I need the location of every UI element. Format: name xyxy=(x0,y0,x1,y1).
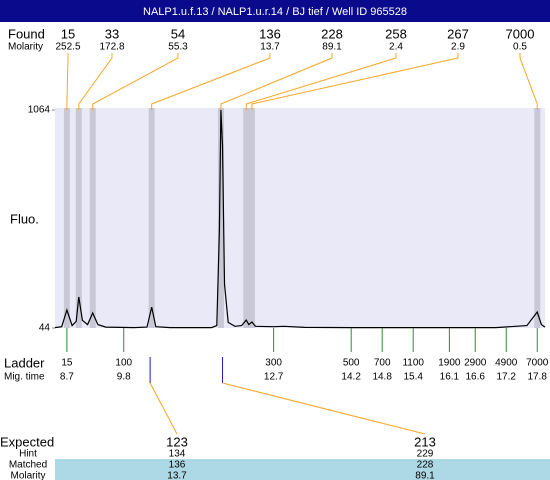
found-molarity: 2.4 xyxy=(389,42,403,53)
ladder-time: 8.7 xyxy=(60,372,74,383)
ladder-time: 9.8 xyxy=(117,372,131,383)
ladder-size: 100 xyxy=(115,358,132,369)
peak-band xyxy=(89,108,96,328)
peak-connector xyxy=(78,53,113,110)
peak-connector xyxy=(220,53,333,110)
peak-band xyxy=(248,108,255,328)
ladder-size: 500 xyxy=(343,358,360,369)
peak-band xyxy=(217,108,224,328)
ladder-time: 17.2 xyxy=(496,372,516,383)
expected-matched: 228 xyxy=(417,460,434,471)
ladder-time: 15.4 xyxy=(403,372,423,383)
peak-band xyxy=(534,108,541,328)
ladder-time: 16.1 xyxy=(440,372,460,383)
ladder-time: 14.8 xyxy=(372,372,392,383)
found-size: 136 xyxy=(259,26,281,41)
expected-connector xyxy=(222,382,426,435)
peak-band xyxy=(243,108,250,328)
ladder-size: 1100 xyxy=(402,358,424,369)
peak-band xyxy=(148,108,155,328)
found-molarity: 172.8 xyxy=(99,42,124,53)
expected-molarity: 13.7 xyxy=(167,471,187,480)
peak-band xyxy=(75,108,82,328)
ladder-time: 12.7 xyxy=(264,372,284,383)
ladder-time: 17.8 xyxy=(528,372,548,383)
found-size: 15 xyxy=(61,26,75,41)
peak-band xyxy=(63,108,70,328)
expected-size: 123 xyxy=(166,434,188,449)
peak-connector xyxy=(151,53,271,110)
y-tick-label: 44 xyxy=(39,323,51,334)
molarity-label: Molarity xyxy=(8,42,43,53)
ladder-size: 700 xyxy=(374,358,391,369)
mig-time-label: Mig. time xyxy=(4,372,45,383)
found-size: 33 xyxy=(105,26,119,41)
expected-molarity-label: Molarity xyxy=(10,471,45,480)
ladder-time: 14.2 xyxy=(341,372,361,383)
ladder-size: 1900 xyxy=(438,358,461,369)
found-size: 228 xyxy=(321,26,343,41)
found-size: 258 xyxy=(385,26,407,41)
peak-connector xyxy=(251,53,459,110)
found-molarity: 13.7 xyxy=(260,42,280,53)
ladder-time: 16.6 xyxy=(465,372,485,383)
ladder-size: 300 xyxy=(265,358,282,369)
expected-label: Expected xyxy=(0,434,54,449)
expected-hint: 134 xyxy=(169,449,186,460)
matched-label: Matched xyxy=(9,460,47,471)
ladder-size: 4900 xyxy=(495,358,518,369)
ladder-label: Ladder xyxy=(4,355,45,370)
trace xyxy=(54,109,546,329)
found-size: 54 xyxy=(171,26,185,41)
found-molarity: 0.5 xyxy=(513,42,527,53)
y-tick-label: 1064 xyxy=(28,105,51,116)
expected-molarity: 89.1 xyxy=(415,471,435,480)
y-axis-label: Fluo. xyxy=(10,211,39,226)
ladder-size: 2900 xyxy=(464,358,487,369)
peak-connector xyxy=(92,53,179,110)
title-bar xyxy=(0,0,550,22)
hint-label: Hint xyxy=(19,449,37,460)
found-molarity: 2.9 xyxy=(451,42,465,53)
ladder-size: 15 xyxy=(61,358,73,369)
found-molarity: 252.5 xyxy=(55,42,80,53)
expected-hint: 229 xyxy=(417,449,434,460)
peak-connector xyxy=(66,53,69,110)
found-size: 267 xyxy=(447,26,469,41)
found-molarity: 89.1 xyxy=(322,42,342,53)
found-molarity: 55.3 xyxy=(168,42,188,53)
plot-area xyxy=(55,108,545,328)
chart-title: NALP1.u.f.13 / NALP1.u.r.14 / BJ tief / … xyxy=(143,6,407,18)
expected-matched: 136 xyxy=(169,460,186,471)
peak-connector xyxy=(245,53,397,110)
peak-connector xyxy=(519,53,538,110)
found-size: 7000 xyxy=(506,26,535,41)
ladder-size: 7000 xyxy=(526,358,549,369)
found-label: Found xyxy=(8,26,45,41)
matched-highlight xyxy=(55,459,550,480)
expected-size: 213 xyxy=(414,434,436,449)
expected-connector xyxy=(149,382,178,435)
